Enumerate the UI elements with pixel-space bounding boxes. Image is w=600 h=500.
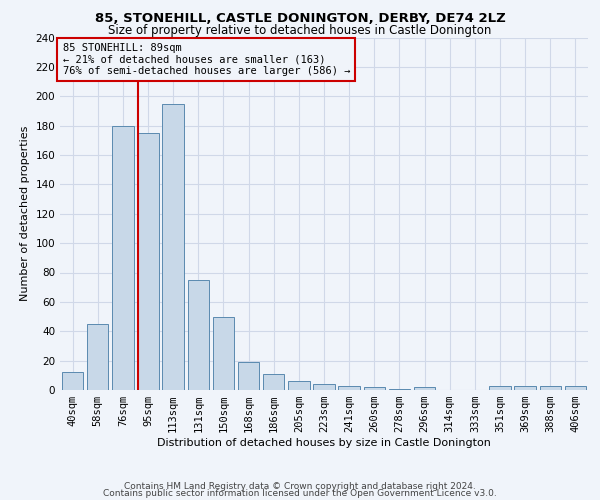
Bar: [163, 104, 184, 390]
Text: 85, STONEHILL, CASTLE DONINGTON, DERBY, DE74 2LZ: 85, STONEHILL, CASTLE DONINGTON, DERBY, …: [95, 12, 505, 26]
Bar: [514, 386, 536, 390]
Y-axis label: Number of detached properties: Number of detached properties: [20, 126, 30, 302]
X-axis label: Distribution of detached houses by size in Castle Donington: Distribution of detached houses by size …: [157, 438, 491, 448]
Text: Size of property relative to detached houses in Castle Donington: Size of property relative to detached ho…: [109, 24, 491, 37]
Text: Contains HM Land Registry data © Crown copyright and database right 2024.: Contains HM Land Registry data © Crown c…: [124, 482, 476, 491]
Bar: [313, 384, 335, 390]
Bar: [490, 386, 511, 390]
Bar: [364, 387, 385, 390]
Bar: [213, 316, 234, 390]
Bar: [414, 387, 435, 390]
Bar: [539, 386, 561, 390]
Bar: [62, 372, 83, 390]
Bar: [389, 388, 410, 390]
Bar: [288, 381, 310, 390]
Bar: [188, 280, 209, 390]
Bar: [137, 133, 158, 390]
Bar: [238, 362, 259, 390]
Text: Contains public sector information licensed under the Open Government Licence v3: Contains public sector information licen…: [103, 489, 497, 498]
Bar: [112, 126, 134, 390]
Bar: [263, 374, 284, 390]
Text: 85 STONEHILL: 89sqm
← 21% of detached houses are smaller (163)
76% of semi-detac: 85 STONEHILL: 89sqm ← 21% of detached ho…: [62, 43, 350, 76]
Bar: [338, 386, 360, 390]
Bar: [565, 386, 586, 390]
Bar: [87, 324, 109, 390]
